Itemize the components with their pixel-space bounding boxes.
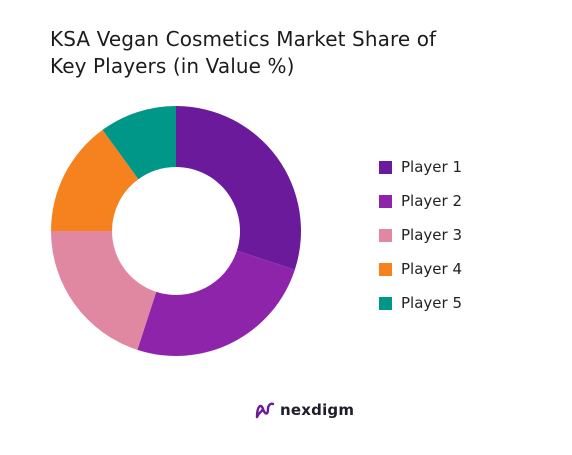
donut-slices — [51, 106, 301, 356]
legend-swatch-player-5 — [379, 296, 392, 310]
donut-slice-player-1 — [176, 106, 301, 270]
chart-title-line-1: KSA Vegan Cosmetics Market Share of — [50, 27, 437, 51]
legend-label-player-1: Player 1 — [401, 158, 462, 176]
donut-slice-player-2 — [137, 250, 295, 356]
legend-swatch-player-4 — [379, 262, 392, 276]
chart-title: KSA Vegan Cosmetics Market Share of Key … — [50, 26, 490, 80]
legend-swatch-player-1 — [379, 160, 392, 174]
chart-title-line-2: Key Players (in Value %) — [50, 54, 295, 78]
brand-name: nexdigm — [280, 401, 355, 419]
legend-label-player-2: Player 2 — [401, 192, 462, 210]
donut-slice-player-3 — [51, 231, 157, 350]
legend-label-player-3: Player 3 — [401, 226, 462, 244]
nexdigm-logo-icon — [255, 402, 275, 419]
legend-swatch-player-3 — [379, 228, 392, 242]
legend-item-player-5: Player 5 — [379, 286, 462, 320]
legend-swatch-player-2 — [379, 194, 392, 208]
legend-label-player-5: Player 5 — [401, 294, 462, 312]
legend-item-player-1: Player 1 — [379, 150, 462, 184]
legend-item-player-3: Player 3 — [379, 218, 462, 252]
legend-label-player-4: Player 4 — [401, 260, 462, 278]
donut-slice-player-4 — [51, 129, 139, 231]
brand-logo: nexdigm — [254, 400, 354, 420]
legend-item-player-4: Player 4 — [379, 252, 462, 286]
legend-item-player-2: Player 2 — [379, 184, 462, 218]
donut-slice-player-5 — [102, 106, 176, 180]
chart-legend: Player 1 Player 2 Player 3 Player 4 Player 5 — [379, 150, 462, 320]
